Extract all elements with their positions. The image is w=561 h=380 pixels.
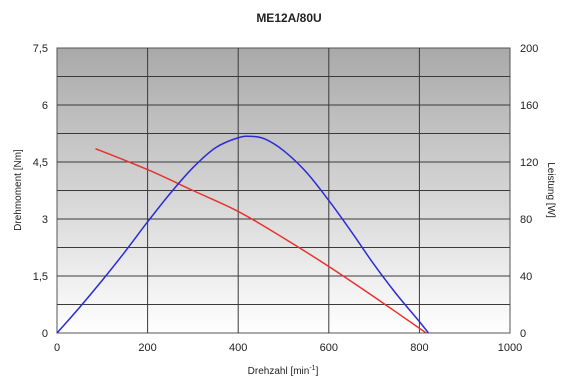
power-curve-line — [56, 135, 430, 334]
x-axis-label-suffix: ] — [316, 366, 319, 377]
right-y-tick-label: 120 — [520, 157, 538, 169]
left-y-axis-label: Drehmoment [Nm] — [13, 149, 24, 231]
x-axis-label: Drehzahl [min-1] — [248, 365, 319, 377]
right-y-tick-label: 40 — [520, 271, 532, 283]
grid — [57, 48, 510, 333]
x-tick-label: 1000 — [498, 342, 522, 354]
right-y-axis-label: Leistung [W] — [545, 162, 556, 218]
x-tick-label: 600 — [320, 342, 338, 354]
x-axis-label-superscript: -1 — [309, 365, 315, 372]
x-tick-label: 0 — [54, 342, 60, 354]
left-y-axis-ticks: 0 1,5 3 4,5 6 7,5 — [33, 43, 48, 340]
x-tick-label: 800 — [410, 342, 428, 354]
torque-curve-line — [95, 148, 427, 334]
x-tick-label: 200 — [138, 342, 156, 354]
right-y-tick-label: 200 — [520, 43, 538, 55]
x-axis-label-text: Drehzahl [min — [248, 366, 310, 377]
left-y-tick-label: 1,5 — [33, 271, 48, 283]
right-y-tick-label: 0 — [520, 328, 526, 340]
left-y-tick-label: 0 — [42, 328, 48, 340]
left-y-tick-label: 7,5 — [33, 43, 48, 55]
left-y-tick-label: 3 — [42, 214, 48, 226]
x-axis-ticks: 0 200 400 600 800 1000 — [54, 342, 522, 354]
right-y-axis-ticks: 0 40 80 120 160 200 — [520, 43, 538, 340]
left-y-tick-label: 6 — [42, 100, 48, 112]
x-tick-label: 400 — [229, 342, 247, 354]
right-y-tick-label: 80 — [520, 214, 532, 226]
chart-title: ME12A/80U — [256, 11, 321, 25]
left-y-tick-label: 4,5 — [33, 157, 48, 169]
series-lines — [56, 135, 430, 334]
right-y-tick-label: 160 — [520, 100, 538, 112]
